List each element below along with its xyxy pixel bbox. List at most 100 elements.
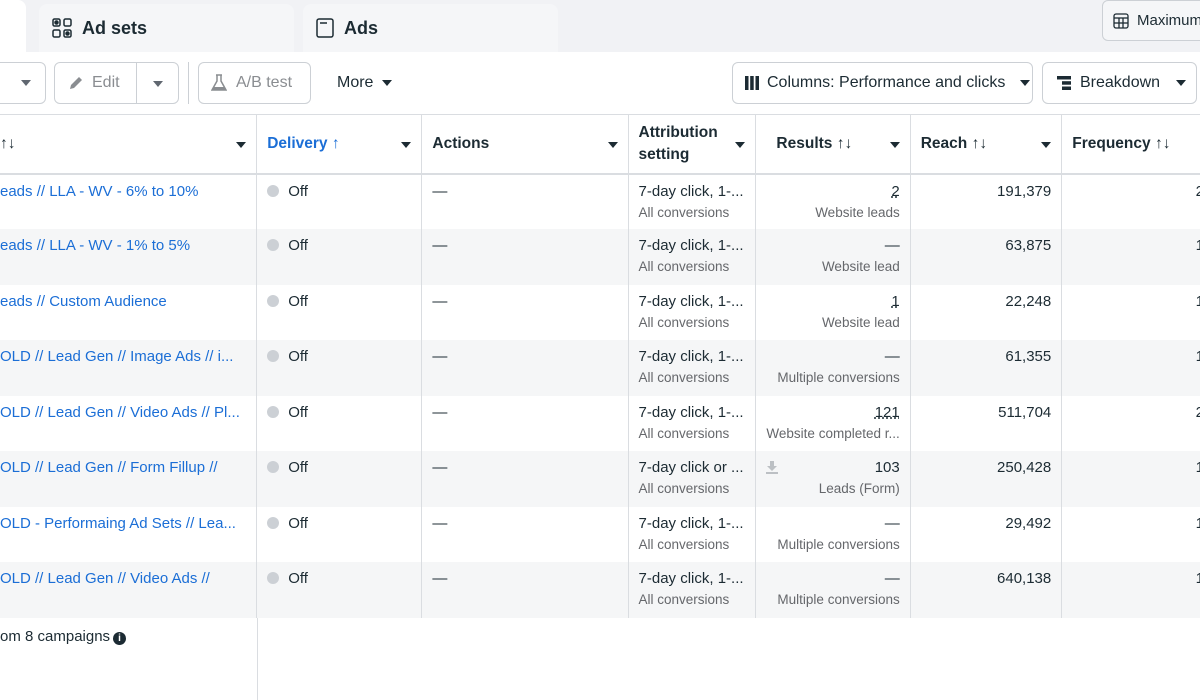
columns-button[interactable]: Columns: Performance and clicks xyxy=(732,62,1033,104)
status-dot-icon xyxy=(267,294,280,307)
delivery-status: Off xyxy=(288,570,308,587)
reach-value: 63,875 xyxy=(1005,237,1052,254)
delivery-status: Off xyxy=(288,292,308,310)
actions-cell: — xyxy=(421,173,629,229)
create-dropdown-button[interactable] xyxy=(0,62,46,104)
column-header-name[interactable]: ↑↓ xyxy=(0,114,258,175)
attribution-value: 7-day click, 1-... xyxy=(638,570,744,587)
actions-cell: — xyxy=(421,284,629,340)
tab-label: Ad sets xyxy=(82,17,148,38)
table-row[interactable]: eads // LLA - WV - 1% to 5% Off — 7-day cli… xyxy=(0,229,1200,285)
results-value[interactable]: 1 xyxy=(891,292,900,310)
actions-value: — xyxy=(432,514,448,532)
results-type: Multiple conversions xyxy=(777,592,900,607)
attribution-sub: All conversions xyxy=(638,481,730,496)
edit-button[interactable]: Edit xyxy=(54,62,179,104)
results-type: Website lead xyxy=(821,259,900,274)
column-header-attribution[interactable]: Attribution setting xyxy=(628,114,757,175)
columns-icon xyxy=(745,76,759,90)
delivery-cell: Off xyxy=(256,173,423,229)
frequency-cell: 1 xyxy=(1061,451,1200,507)
table-row[interactable]: OLD - Performaing Ad Sets // Lea... Off — 7… xyxy=(0,506,1200,562)
results-value[interactable]: 121 xyxy=(874,403,900,421)
table-row[interactable]: OLD // Lead Gen // Video Ads // Pl... Off… xyxy=(0,395,1200,451)
attribution-value: 7-day click, 1-... xyxy=(638,237,744,254)
ad-set-name-link[interactable]: OLD // Lead Gen // Image Ads // i... xyxy=(0,340,258,396)
ab-test-label: A/B test xyxy=(236,74,293,91)
info-icon[interactable]: i xyxy=(113,632,127,645)
actions-cell: — xyxy=(421,340,629,396)
attribution-sub: All conversions xyxy=(638,259,730,274)
header-label: Reach ↑↓ xyxy=(920,134,988,152)
ad-set-name-link[interactable]: eads // LLA - WV - 1% to 5% xyxy=(0,229,258,285)
delivery-status: Off xyxy=(288,237,308,254)
table-row[interactable]: OLD // Lead Gen // Form Fillup // Off — 7-d… xyxy=(0,451,1200,507)
delivery-status: Off xyxy=(288,459,308,476)
frequency-value: 1 xyxy=(1196,515,1200,532)
actions-value: — xyxy=(432,403,448,421)
reach-value: 250,428 xyxy=(997,459,1052,476)
ad-set-name-link[interactable]: OLD // Lead Gen // Video Ads // Pl... xyxy=(0,395,258,451)
reach-cell: 250,428 xyxy=(910,451,1063,507)
status-dot-icon xyxy=(267,516,280,529)
chevron-down-icon[interactable] xyxy=(401,142,412,148)
attribution-sub: All conversions xyxy=(638,592,730,607)
footer-summary: om 8 campaigns xyxy=(0,628,111,645)
maximum-button[interactable]: Maximum xyxy=(1102,0,1200,41)
chevron-down-icon[interactable] xyxy=(236,142,247,148)
column-header-frequency[interactable]: Frequency ↑↓ xyxy=(1061,114,1200,175)
reach-value: 511,704 xyxy=(998,403,1052,421)
header-label: Frequency ↑↓ xyxy=(1072,134,1171,152)
attribution-sub: All conversions xyxy=(638,370,730,385)
reach-cell: 29,492 xyxy=(910,506,1063,562)
delivery-cell: Off xyxy=(256,340,423,396)
chevron-down-icon[interactable] xyxy=(607,142,618,148)
breakdown-button[interactable]: Breakdown xyxy=(1042,62,1197,104)
chevron-down-icon[interactable] xyxy=(735,142,746,148)
ab-test-button[interactable]: A/B test xyxy=(198,62,311,104)
results-value: — xyxy=(884,237,900,254)
frequency-value: 2 xyxy=(1196,183,1200,200)
ad-set-name-link[interactable]: eads // Custom Audience xyxy=(0,284,258,340)
results-type: Website completed r... xyxy=(766,425,900,441)
delivery-cell: Off xyxy=(256,395,423,451)
column-header-delivery[interactable]: Delivery ↑ xyxy=(256,114,423,175)
table-row[interactable]: eads // Custom Audience Off — 7-day click, … xyxy=(0,284,1200,340)
column-header-results[interactable]: Results ↑↓ xyxy=(755,114,911,175)
ad-set-name-link[interactable]: OLD // Lead Gen // Form Fillup // xyxy=(0,451,258,507)
chevron-down-icon xyxy=(21,80,31,86)
table-row[interactable]: OLD // Lead Gen // Image Ads // i... Off —… xyxy=(0,340,1200,396)
ad-sets-icon xyxy=(52,18,72,38)
delivery-cell: Off xyxy=(256,562,423,618)
ad-set-name-link[interactable]: eads // LLA - WV - 6% to 10% xyxy=(0,173,258,229)
tab-campaigns[interactable] xyxy=(0,0,26,52)
column-header-reach[interactable]: Reach ↑↓ xyxy=(910,114,1063,175)
level-tabs-bar: Ad sets Ads Maximum xyxy=(0,0,1200,52)
results-type: Website leads xyxy=(815,204,900,220)
results-cell: 1 Website lead xyxy=(755,284,911,340)
table-row[interactable]: eads // LLA - WV - 6% to 10% Off — 7-day cl… xyxy=(0,173,1200,229)
ad-set-name-link[interactable]: OLD - Performaing Ad Sets // Lea... xyxy=(0,506,258,562)
chevron-down-icon[interactable] xyxy=(889,142,900,148)
results-cell: — Multiple conversions xyxy=(755,340,911,396)
attribution-value: 7-day click, 1-... xyxy=(638,182,744,200)
delivery-status: Off xyxy=(288,514,308,532)
attribution-cell: 7-day click, 1-... All conversions xyxy=(628,506,757,562)
more-button[interactable]: More xyxy=(322,62,408,104)
column-header-actions[interactable]: Actions xyxy=(421,114,629,175)
tab-ad-sets[interactable]: Ad sets xyxy=(39,4,294,52)
frequency-cell: 1 xyxy=(1061,340,1200,396)
results-value[interactable]: 2 xyxy=(891,182,900,200)
header-label: ↑↓ xyxy=(0,134,16,152)
chevron-down-icon xyxy=(382,80,393,86)
reach-cell: 640,138 xyxy=(910,562,1063,618)
tab-ads[interactable]: Ads xyxy=(303,4,558,52)
edit-label: Edit xyxy=(92,74,120,91)
reach-cell: 511,704 xyxy=(910,395,1063,451)
table-row[interactable]: OLD // Lead Gen // Video Ads // Off — 7-day… xyxy=(0,562,1200,618)
ad-set-name-link[interactable]: OLD // Lead Gen // Video Ads // xyxy=(0,562,258,618)
status-dot-icon xyxy=(267,572,280,584)
results-type: Website lead xyxy=(821,314,900,330)
download-icon[interactable] xyxy=(766,461,779,474)
chevron-down-icon[interactable] xyxy=(1041,142,1052,148)
